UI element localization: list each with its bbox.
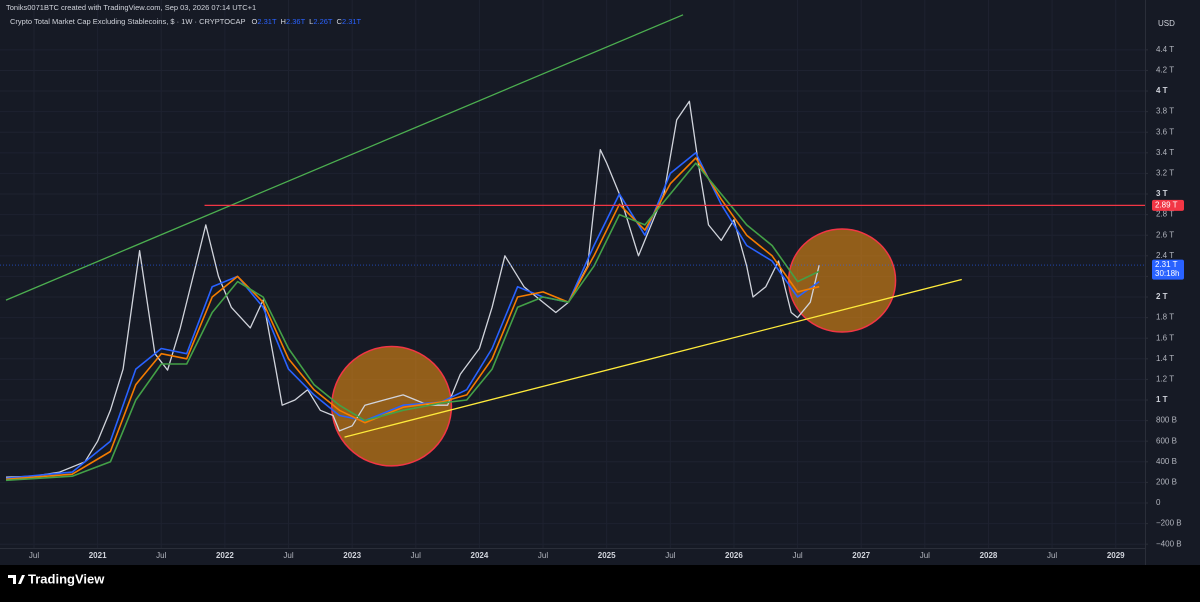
ohlc-key: C xyxy=(337,17,343,26)
x-tick-label: 2024 xyxy=(471,551,489,560)
footer xyxy=(0,565,1200,597)
trend-line xyxy=(344,278,962,438)
series-line xyxy=(5,157,820,481)
ohlc-key: H xyxy=(281,17,286,26)
y-tick-label: 3.6 T xyxy=(1156,127,1174,136)
x-tick-label: 2025 xyxy=(598,551,616,560)
y-tick-label: 2.4 T xyxy=(1156,251,1174,260)
plot xyxy=(0,14,1145,482)
x-tick-label: 2027 xyxy=(852,551,870,560)
logo: TradingView xyxy=(8,571,105,586)
highlight-ellipse xyxy=(331,345,453,467)
ohlc-value: 2.26T xyxy=(313,17,333,26)
y-tick-label: 4.2 T xyxy=(1156,66,1174,75)
x-tick-label: Jul xyxy=(1047,551,1057,560)
price-tag xyxy=(1152,199,1184,211)
y-tick-label: −200 B xyxy=(1156,519,1182,528)
x-tick-label: Jul xyxy=(29,551,39,560)
y-tick-label: 2.8 T xyxy=(1156,210,1174,219)
series-line xyxy=(5,152,820,480)
x-tick-label: 2028 xyxy=(980,551,998,560)
y-tick-label: 2.6 T xyxy=(1156,230,1174,239)
x-tick-label: Jul xyxy=(920,551,930,560)
y-tick-label: 4 T xyxy=(1156,86,1168,95)
y-tick-label: 3 T xyxy=(1156,189,1168,198)
ohlc-key: L xyxy=(309,17,313,26)
ohlc-value: 2.36T xyxy=(286,17,306,26)
trend-line xyxy=(5,14,684,301)
axes: −400 B −200 B 0 200 B 400 B 600 B 800 B 1 T 1.2 … xyxy=(29,45,1184,560)
highlight-ellipse xyxy=(787,228,897,333)
y-tick-label: 1.2 T xyxy=(1156,375,1174,384)
last-price-tag xyxy=(1152,259,1184,280)
ohlc-value: 2.31T xyxy=(342,17,362,26)
credit: Toniks0071BTC created with TradingView.c… xyxy=(6,3,256,12)
y-tick-label: 1.6 T xyxy=(1156,333,1174,342)
y-tick-label: −400 B xyxy=(1156,539,1182,548)
y-tick-label: 1 T xyxy=(1156,395,1168,404)
countdown-label: 30:18h xyxy=(1155,269,1179,278)
x-tick-label: 2029 xyxy=(1107,551,1125,560)
logo-icon xyxy=(8,575,25,584)
x-tick-label: Jul xyxy=(792,551,802,560)
y-tick-label: 3.4 T xyxy=(1156,148,1174,157)
x-tick-label: 2021 xyxy=(89,551,107,560)
x-tick-label: Jul xyxy=(538,551,548,560)
x-tick-label: 2022 xyxy=(216,551,234,560)
series-line xyxy=(5,162,820,482)
logo-text: TradingView xyxy=(28,571,105,586)
x-tick-label: Jul xyxy=(411,551,421,560)
y-tick-label: 400 B xyxy=(1156,457,1177,466)
x-tick-label: 2026 xyxy=(725,551,743,560)
legend: Crypto Total Market Cap Excluding Stable… xyxy=(10,17,362,26)
ohlc-value: 2.31T xyxy=(257,17,277,26)
y-tick-label: 1.8 T xyxy=(1156,313,1174,322)
y-tick-label: 3.2 T xyxy=(1156,169,1174,178)
y-tick-label: 3.8 T xyxy=(1156,107,1174,116)
y-tick-label: 600 B xyxy=(1156,436,1177,445)
y-tick-label: 1.4 T xyxy=(1156,354,1174,363)
last-price-label: 2.31 T xyxy=(1155,260,1178,269)
series-line xyxy=(5,100,820,478)
x-tick-label: Jul xyxy=(283,551,293,560)
y-tick-label: 4.4 T xyxy=(1156,45,1174,54)
y-tick-label: 800 B xyxy=(1156,416,1177,425)
grid xyxy=(0,0,1145,548)
symbol: Crypto Total Market Cap Excluding Stable… xyxy=(10,17,246,26)
y-tick-label: 2 T xyxy=(1156,292,1168,301)
x-tick-label: Jul xyxy=(156,551,166,560)
y-tick-label: 0 xyxy=(1156,498,1161,507)
price-tag-label: 2.89 T xyxy=(1155,200,1178,209)
x-tick-label: 2023 xyxy=(343,551,361,560)
currency: USD xyxy=(1158,19,1175,28)
chart-background xyxy=(0,0,1200,565)
x-tick-label: Jul xyxy=(665,551,675,560)
ohlc-key: O xyxy=(252,17,258,26)
y-tick-label: 200 B xyxy=(1156,478,1177,487)
